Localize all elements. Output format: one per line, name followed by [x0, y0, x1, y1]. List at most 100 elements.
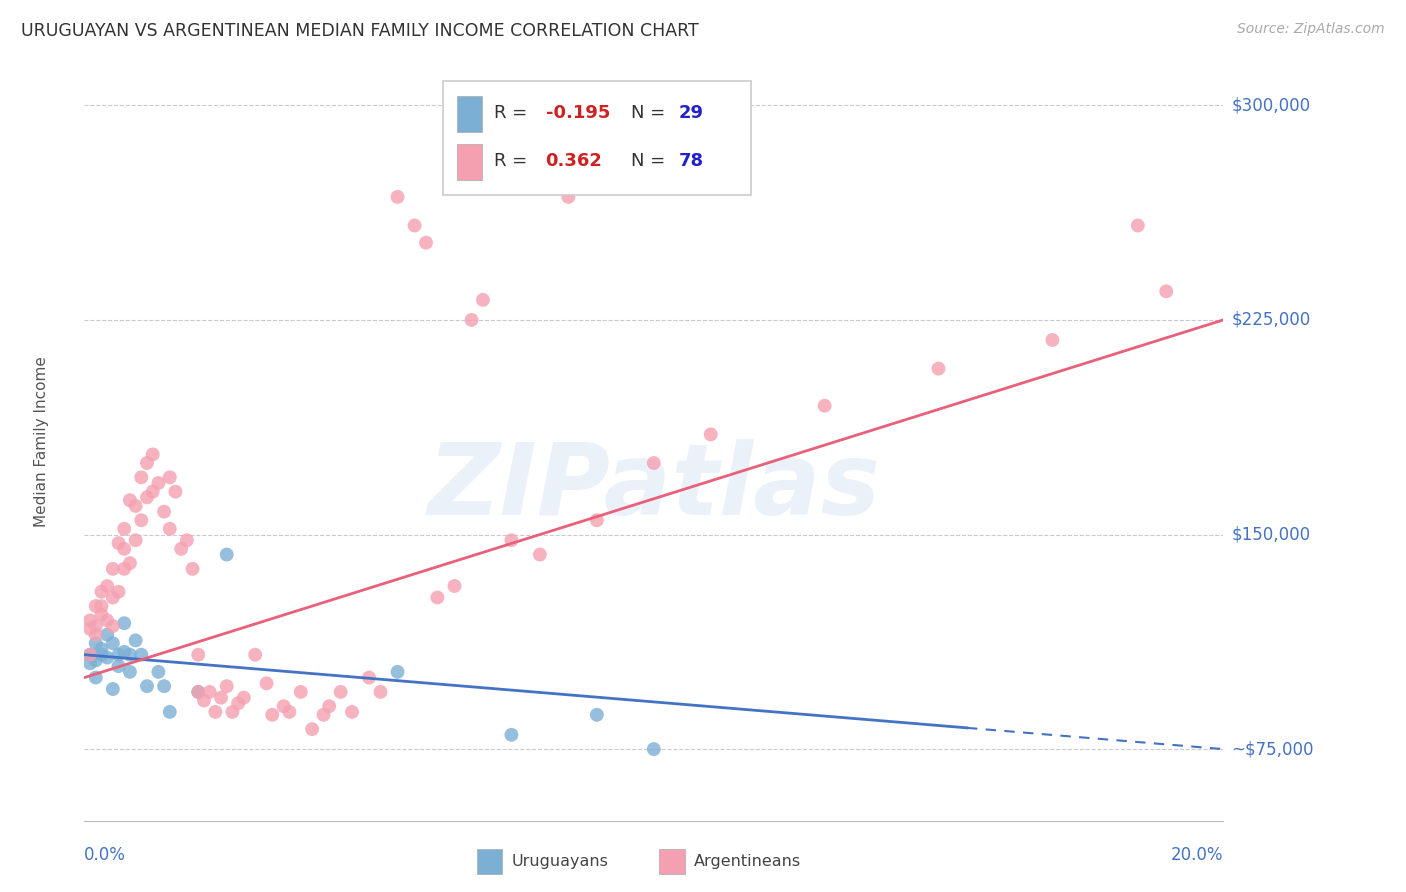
Point: [148, 476, 170, 491]
Text: URUGUAYAN VS ARGENTINEAN MEDIAN FAMILY INCOME CORRELATION CHART: URUGUAYAN VS ARGENTINEAN MEDIAN FAMILY I…: [21, 22, 699, 40]
Text: Uruguayans: Uruguayans: [512, 854, 609, 869]
Point: [370, 685, 392, 699]
Point: [142, 447, 165, 461]
Point: [187, 648, 209, 662]
Point: [118, 493, 141, 508]
Point: [404, 219, 426, 233]
Point: [643, 742, 665, 756]
Point: [107, 659, 129, 673]
Point: [90, 648, 112, 662]
Point: [176, 533, 198, 548]
Point: [198, 685, 221, 699]
Point: [96, 650, 118, 665]
Point: [700, 427, 723, 442]
Point: [84, 671, 107, 685]
Point: [221, 705, 243, 719]
Point: [153, 505, 176, 519]
Text: 78: 78: [679, 152, 704, 170]
Point: [107, 648, 129, 662]
Point: [79, 657, 101, 671]
Point: [96, 579, 118, 593]
Point: [329, 685, 352, 699]
Point: [90, 599, 112, 613]
Text: 0.362: 0.362: [546, 152, 603, 170]
Point: [79, 648, 101, 662]
Point: [472, 293, 495, 307]
Point: [586, 513, 609, 527]
Point: [124, 533, 146, 548]
Point: [84, 628, 107, 642]
Point: [107, 536, 129, 550]
Point: [415, 235, 437, 250]
Point: [187, 685, 209, 699]
Point: [101, 636, 124, 650]
Point: [557, 190, 579, 204]
Point: [443, 579, 465, 593]
Point: [232, 690, 254, 705]
Point: [107, 584, 129, 599]
Text: $300,000: $300,000: [1232, 96, 1310, 114]
Text: Source: ZipAtlas.com: Source: ZipAtlas.com: [1237, 22, 1385, 37]
Text: Argentineans: Argentineans: [693, 854, 801, 869]
Point: [460, 313, 482, 327]
Point: [170, 541, 193, 556]
Point: [501, 728, 523, 742]
Text: 20.0%: 20.0%: [1171, 846, 1223, 863]
Point: [101, 619, 124, 633]
Text: N =: N =: [631, 152, 671, 170]
Point: [204, 705, 226, 719]
Point: [79, 648, 101, 662]
Point: [112, 645, 135, 659]
Text: R =: R =: [495, 152, 533, 170]
Point: [278, 705, 301, 719]
Point: [131, 513, 153, 527]
Point: [101, 591, 124, 605]
Point: [387, 665, 409, 679]
Point: [84, 619, 107, 633]
Point: [153, 679, 176, 693]
Point: [118, 665, 141, 679]
Point: [112, 562, 135, 576]
Text: $225,000: $225,000: [1232, 311, 1310, 329]
Text: Median Family Income: Median Family Income: [34, 356, 49, 527]
Point: [1156, 285, 1178, 299]
Point: [1126, 219, 1149, 233]
Point: [1042, 333, 1064, 347]
Point: [90, 584, 112, 599]
Point: [79, 613, 101, 627]
Point: [136, 679, 159, 693]
Point: [112, 616, 135, 631]
Point: [84, 653, 107, 667]
Point: [501, 533, 523, 548]
Point: [165, 484, 187, 499]
Point: [318, 699, 340, 714]
Text: 0.0%: 0.0%: [84, 846, 127, 863]
Point: [159, 470, 181, 484]
Text: N =: N =: [631, 104, 671, 122]
Point: [90, 642, 112, 657]
Point: [290, 685, 312, 699]
Point: [215, 548, 238, 562]
Point: [159, 522, 181, 536]
Point: [101, 562, 124, 576]
Point: [148, 665, 170, 679]
Point: [215, 679, 238, 693]
Point: [340, 705, 363, 719]
Point: [273, 699, 295, 714]
Point: [124, 499, 146, 513]
Point: [586, 707, 609, 722]
Point: [256, 676, 278, 690]
Point: [426, 591, 449, 605]
Point: [301, 722, 323, 736]
Text: R =: R =: [495, 104, 533, 122]
Point: [118, 648, 141, 662]
Point: [118, 556, 141, 570]
Point: [84, 636, 107, 650]
Point: [187, 685, 209, 699]
Bar: [457, 144, 482, 180]
Text: $150,000: $150,000: [1232, 525, 1310, 543]
Point: [928, 361, 950, 376]
Bar: [477, 849, 502, 874]
Point: [112, 541, 135, 556]
Point: [142, 484, 165, 499]
